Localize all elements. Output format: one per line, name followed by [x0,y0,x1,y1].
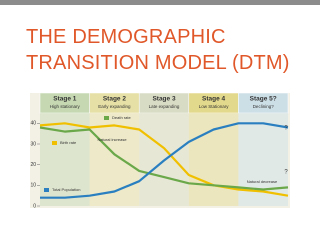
stage-name: Stage 2 [103,96,127,103]
legend-swatch [44,188,49,192]
y-tick-label: 10 [30,183,36,189]
stage-label: High stationary [50,104,81,109]
stage-name: Stage 3 [152,96,176,103]
legend-label: Total Population [52,187,80,192]
series-line [40,122,289,199]
top-bar [0,0,320,5]
stage-name: Stage 5? [250,96,277,103]
legend-swatch [52,141,57,145]
stage-label: Late expanding [149,104,180,109]
stage-header [238,92,289,114]
slide-title: THE DEMOGRAPHIC TRANSITION MODEL (DTM) [26,26,290,74]
legend-label: Death rate [112,115,131,120]
stage-name: Stage 1 [53,96,77,103]
annotation: Natural increase [97,137,127,142]
series-line [39,126,289,191]
stage-label: Declining? [253,104,275,109]
y-tick-label: 0 [33,203,36,209]
y-tick-label: 40 [30,121,36,127]
annotation: ? [284,126,288,132]
legend-label: Birth rate [60,140,77,145]
y-tick-label: 20 [30,162,36,168]
title-box: THE DEMOGRAPHIC TRANSITION MODEL (DTM) [26,26,290,74]
annotation: Natural decrease [247,179,278,184]
legend-swatch [104,116,109,120]
stage-band [188,113,239,206]
stage-name: Stage 4 [202,96,226,103]
stage-label: Low Stationary [199,104,230,109]
annotation: ? [284,170,288,176]
stage-label: Early expanding [98,104,131,109]
series-line [39,122,289,197]
y-tick-label: 30 [30,141,36,147]
